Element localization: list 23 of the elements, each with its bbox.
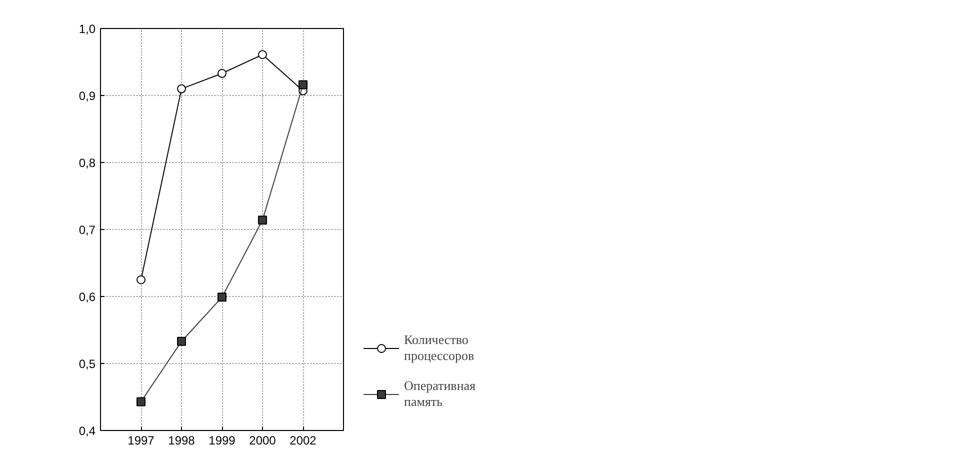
point xyxy=(177,336,186,346)
y-tick-label: 0,9 xyxy=(78,89,96,103)
point xyxy=(258,50,267,60)
point xyxy=(136,275,146,284)
x-tick-label: 1999 xyxy=(208,434,236,448)
point xyxy=(218,68,226,78)
point xyxy=(177,84,186,94)
x-tick-label: 2002 xyxy=(290,434,317,448)
point xyxy=(218,292,226,302)
legend-label: Оперативная память xyxy=(404,378,476,410)
y-tick-label: 0,5 xyxy=(78,357,96,371)
legend-label: Количество процессоров xyxy=(404,332,474,364)
x-tick-label: 1997 xyxy=(128,434,155,448)
point xyxy=(136,397,146,406)
y-tick-label: 0,7 xyxy=(78,223,96,237)
point xyxy=(298,80,308,90)
y-tick-label: 0,4 xyxy=(78,424,96,438)
y-tick-label: 1,0 xyxy=(78,22,96,36)
point xyxy=(258,216,267,225)
y-tick-label: 0,8 xyxy=(78,156,96,170)
x-tick-label: 1998 xyxy=(168,434,196,448)
y-tick-label: 0,6 xyxy=(78,290,96,304)
x-tick-label: 2000 xyxy=(249,434,276,448)
